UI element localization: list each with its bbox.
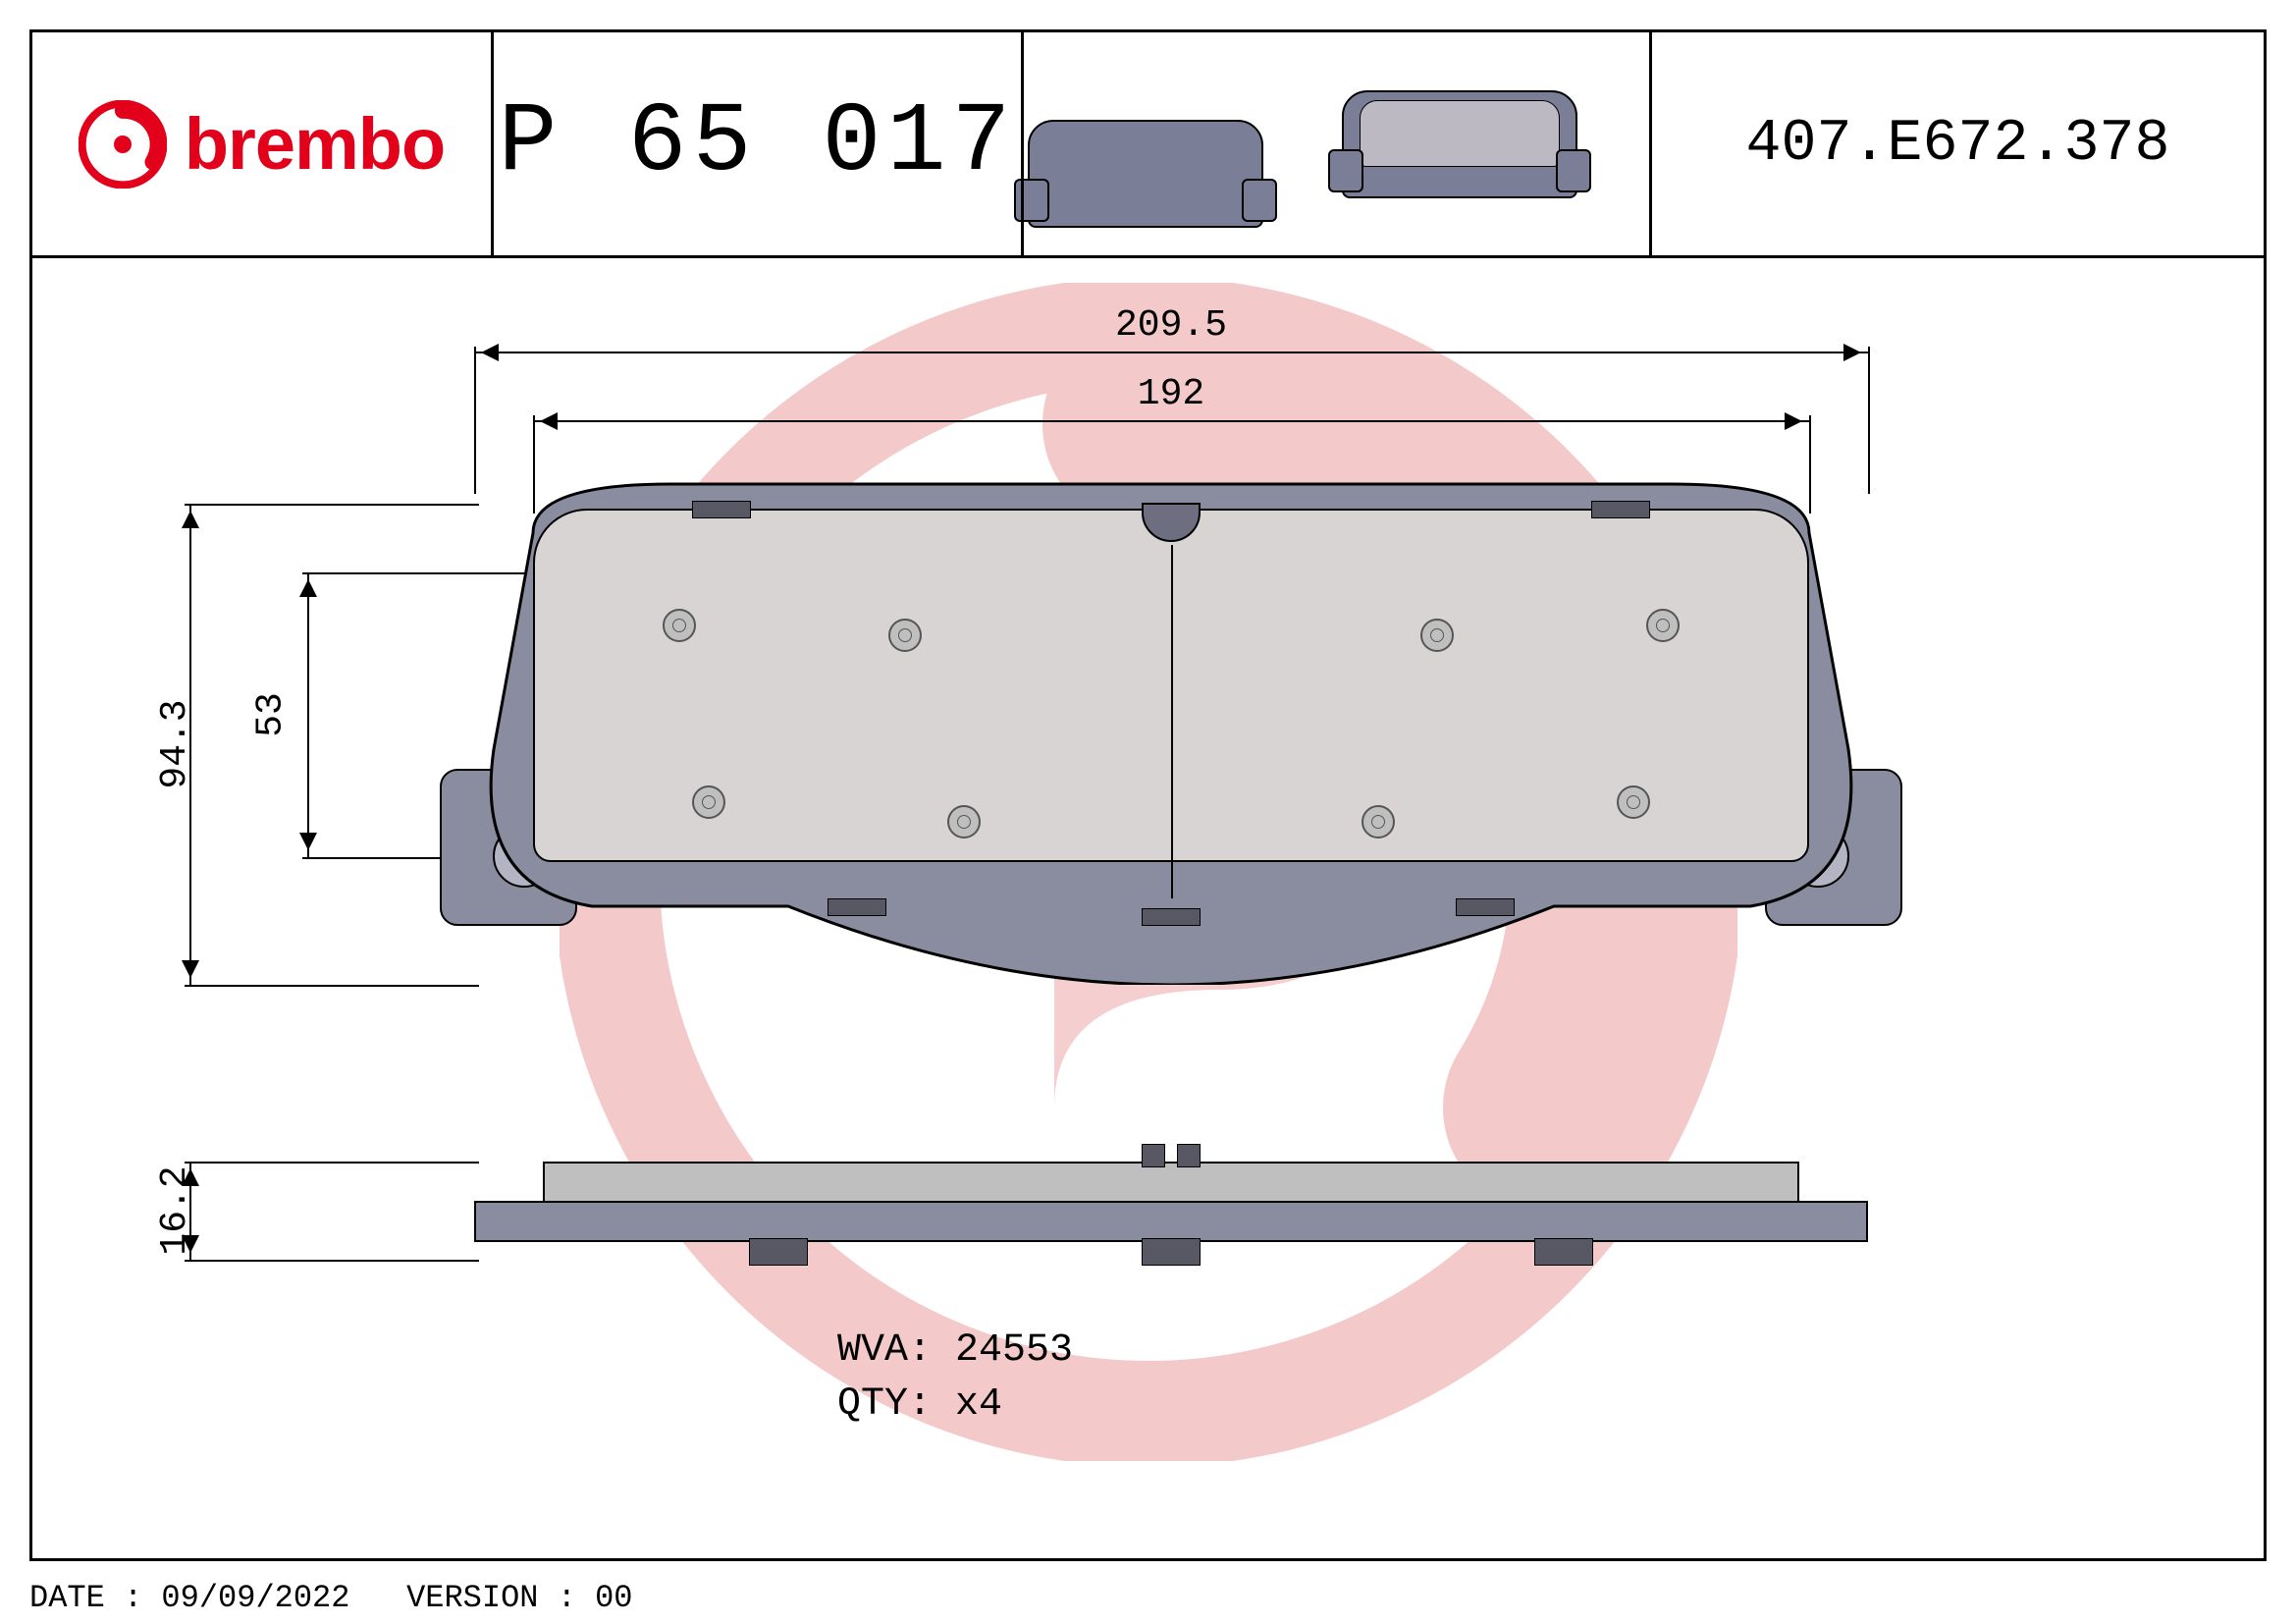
dim-label: 94.3 <box>154 699 196 788</box>
doc-code-cell: 407.E672.378 <box>1652 32 2264 255</box>
bottom-clip-icon <box>828 898 886 916</box>
brand-cell: brembo <box>32 32 494 255</box>
rivet-icon <box>1646 609 1680 642</box>
brake-pad-side-view <box>474 1162 1868 1260</box>
ext-line <box>1868 347 1870 494</box>
wva-value: 24553 <box>955 1328 1073 1373</box>
brembo-logo: brembo <box>79 100 445 189</box>
side-friction-layer <box>543 1162 1799 1205</box>
side-notch-icon <box>1177 1144 1201 1167</box>
rivet-icon <box>663 609 696 642</box>
dim-overall-height: 94.3 <box>189 504 191 985</box>
version-label: VERSION : <box>406 1580 576 1616</box>
rivet-icon <box>1420 619 1454 652</box>
anti-rattle-clip <box>1591 501 1650 518</box>
ext-line <box>185 985 479 987</box>
side-clip-icon <box>1142 1238 1201 1266</box>
version-value: 00 <box>595 1580 632 1616</box>
drawing-area: 209.5 192 94.3 53 16.2 <box>32 258 2264 1558</box>
dim-label: 53 <box>249 692 292 737</box>
qty-value: x4 <box>955 1382 1002 1427</box>
dim-friction-height: 53 <box>307 572 309 857</box>
brembo-disc-icon <box>79 100 167 189</box>
rivet-icon <box>947 805 981 839</box>
ext-line <box>185 1162 479 1164</box>
wear-indicator-notch <box>1142 503 1201 542</box>
ext-line <box>474 347 476 494</box>
center-split-line <box>1171 545 1173 898</box>
dim-thickness: 16.2 <box>189 1162 191 1260</box>
drawing-frame: brembo P 65 017 407.E672 <box>29 29 2267 1561</box>
side-backplate <box>474 1201 1868 1242</box>
dim-label: 209.5 <box>1107 304 1235 347</box>
wva-row: WVA: 24553 <box>837 1328 1073 1373</box>
rivet-icon <box>888 619 922 652</box>
rivet-icon <box>1617 785 1650 819</box>
qty-row: QTY: x4 <box>837 1382 1002 1427</box>
dim-label: 192 <box>1130 373 1212 415</box>
part-number-cell: P 65 017 <box>494 32 1024 255</box>
rivet-icon <box>692 785 725 819</box>
qty-label: QTY: <box>837 1382 932 1427</box>
side-clip-icon <box>749 1238 808 1266</box>
part-number: P 65 017 <box>498 88 1016 199</box>
bottom-clip-icon <box>1456 898 1515 916</box>
dim-friction-width: 192 <box>533 420 1809 422</box>
thumbnail-cell <box>1024 32 1652 255</box>
anti-rattle-clip <box>692 501 751 518</box>
side-clip-icon <box>1534 1238 1593 1266</box>
dim-label: 16.2 <box>154 1165 196 1255</box>
footer-date-version: DATE : 09/09/2022 VERSION : 00 <box>29 1580 633 1616</box>
doc-code: 407.E672.378 <box>1745 111 2169 178</box>
date-label: DATE : <box>29 1580 142 1616</box>
wva-label: WVA: <box>837 1328 932 1373</box>
date-value: 09/09/2022 <box>161 1580 349 1616</box>
rivet-icon <box>1362 805 1395 839</box>
pad-thumbnail <box>1096 90 1577 198</box>
dim-overall-width: 209.5 <box>474 352 1868 353</box>
brake-pad-front-view <box>474 474 1868 985</box>
bottom-clip-icon <box>1142 908 1201 926</box>
ext-line <box>185 504 479 506</box>
ext-line <box>185 1260 479 1262</box>
friction-face <box>533 509 1809 862</box>
brand-name: brembo <box>185 102 445 186</box>
pad-thumbnail-back <box>1028 120 1263 228</box>
side-notch-icon <box>1142 1144 1165 1167</box>
pad-thumbnail-front <box>1342 90 1577 198</box>
title-block: brembo P 65 017 407.E672 <box>32 32 2264 258</box>
